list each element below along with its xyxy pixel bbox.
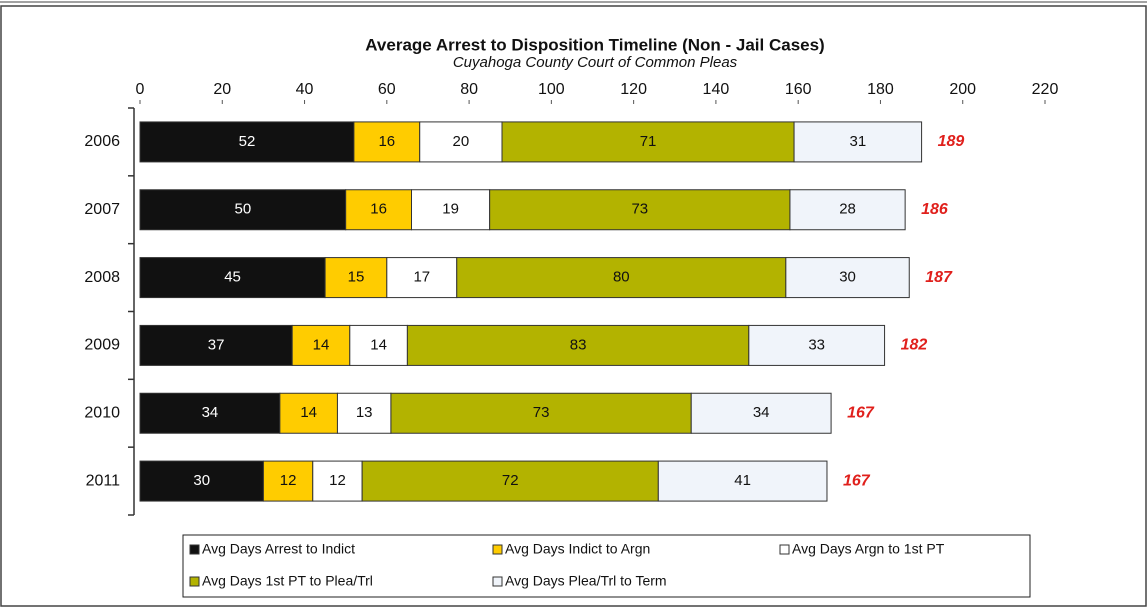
legend-label: Avg Days Indict to Argn — [505, 541, 650, 557]
data-label: 15 — [348, 269, 365, 286]
legend-label: Avg Days Argn to 1st PT — [792, 541, 945, 557]
legend-label: Avg Days Arrest to Indict — [202, 541, 355, 557]
bar-segment — [785, 257, 910, 299]
y-tick-label: 2010 — [84, 404, 120, 421]
data-label: 14 — [313, 336, 330, 353]
bar-segment — [657, 460, 828, 502]
bar-segment — [789, 189, 906, 231]
x-tick-label: 80 — [460, 81, 478, 98]
data-label: 14 — [370, 336, 387, 353]
x-tick-label: 60 — [378, 81, 396, 98]
data-label: 33 — [808, 336, 825, 353]
data-label: 28 — [839, 201, 856, 218]
total-label: 186 — [921, 201, 948, 218]
x-tick-label: 160 — [785, 81, 812, 98]
data-label: 13 — [356, 404, 373, 421]
bar-segment — [406, 324, 750, 366]
data-label: 73 — [631, 201, 648, 218]
data-label: 20 — [453, 133, 470, 150]
bar-segment — [139, 189, 347, 231]
bar-segment — [291, 324, 351, 366]
data-label: 83 — [570, 336, 587, 353]
bar-segment — [139, 121, 355, 163]
total-label: 167 — [847, 404, 875, 421]
bar-segment — [390, 392, 692, 434]
x-tick-label: 220 — [1032, 81, 1059, 98]
data-label: 52 — [239, 133, 256, 150]
legend-swatch — [492, 544, 503, 555]
legend-swatch — [189, 544, 200, 555]
data-label: 45 — [224, 269, 241, 286]
bar-segment — [139, 392, 281, 434]
data-label: 41 — [734, 472, 751, 489]
legend-swatch — [189, 576, 200, 587]
bar-segment — [690, 392, 832, 434]
y-tick-label: 2008 — [84, 269, 120, 286]
bar-segment — [353, 121, 421, 163]
data-label: 72 — [502, 472, 519, 489]
x-tick-label: 200 — [949, 81, 976, 98]
x-tick-label: 0 — [136, 81, 145, 98]
data-label: 34 — [753, 404, 770, 421]
bar-segment — [349, 324, 408, 366]
bar-segment — [279, 392, 338, 434]
legend-label: Avg Days 1st PT to Plea/Trl — [202, 573, 373, 589]
data-label: 16 — [378, 133, 395, 150]
data-label: 17 — [413, 269, 430, 286]
y-tick-label: 2006 — [84, 133, 120, 150]
data-label: 80 — [613, 269, 630, 286]
bar-segment — [324, 257, 388, 299]
data-label: 34 — [202, 404, 219, 421]
bar-segment — [262, 460, 314, 502]
legend-swatch — [492, 576, 503, 587]
total-label: 189 — [938, 133, 965, 150]
bar-segment — [386, 257, 458, 299]
bar-segment — [793, 121, 923, 163]
legend-label: Avg Days Plea/Trl to Term — [505, 573, 667, 589]
data-label: 12 — [280, 472, 297, 489]
x-tick-label: 100 — [538, 81, 565, 98]
x-tick-label: 140 — [703, 81, 730, 98]
chart-subtitle: Cuyahoga County Court of Common Pleas — [453, 54, 738, 71]
total-label: 187 — [925, 269, 953, 286]
y-tick-label: 2011 — [86, 472, 121, 489]
frame — [0, 5, 1147, 607]
legend-box — [182, 534, 1031, 598]
bar-segment — [139, 257, 326, 299]
bar-segment — [748, 324, 886, 366]
bar-segment — [139, 324, 293, 366]
data-label: 30 — [839, 269, 856, 286]
legend-swatch — [779, 544, 790, 555]
x-tick-label: 40 — [296, 81, 314, 98]
y-tick-label: 2009 — [84, 337, 120, 354]
data-label: 12 — [329, 472, 346, 489]
x-tick-label: 20 — [213, 81, 231, 98]
data-label: 19 — [442, 201, 459, 218]
total-label: 167 — [843, 472, 871, 489]
data-label: 30 — [193, 472, 210, 489]
data-label: 31 — [849, 133, 866, 150]
total-label: 182 — [901, 337, 928, 354]
y-tick-label: 2007 — [84, 201, 120, 218]
data-label: 37 — [208, 336, 225, 353]
data-label: 50 — [234, 201, 251, 218]
bar-segment — [361, 460, 659, 502]
bar-segment — [501, 121, 795, 163]
bar-segment — [411, 189, 491, 231]
data-label: 16 — [370, 201, 387, 218]
data-label: 71 — [640, 133, 657, 150]
chart-title: Average Arrest to Disposition Timeline (… — [365, 35, 824, 54]
bar-segment — [456, 257, 787, 299]
bar-segment — [336, 392, 392, 434]
x-tick-label: 120 — [620, 81, 647, 98]
data-label: 14 — [300, 404, 317, 421]
data-label: 73 — [533, 404, 550, 421]
x-tick-label: 180 — [867, 81, 894, 98]
